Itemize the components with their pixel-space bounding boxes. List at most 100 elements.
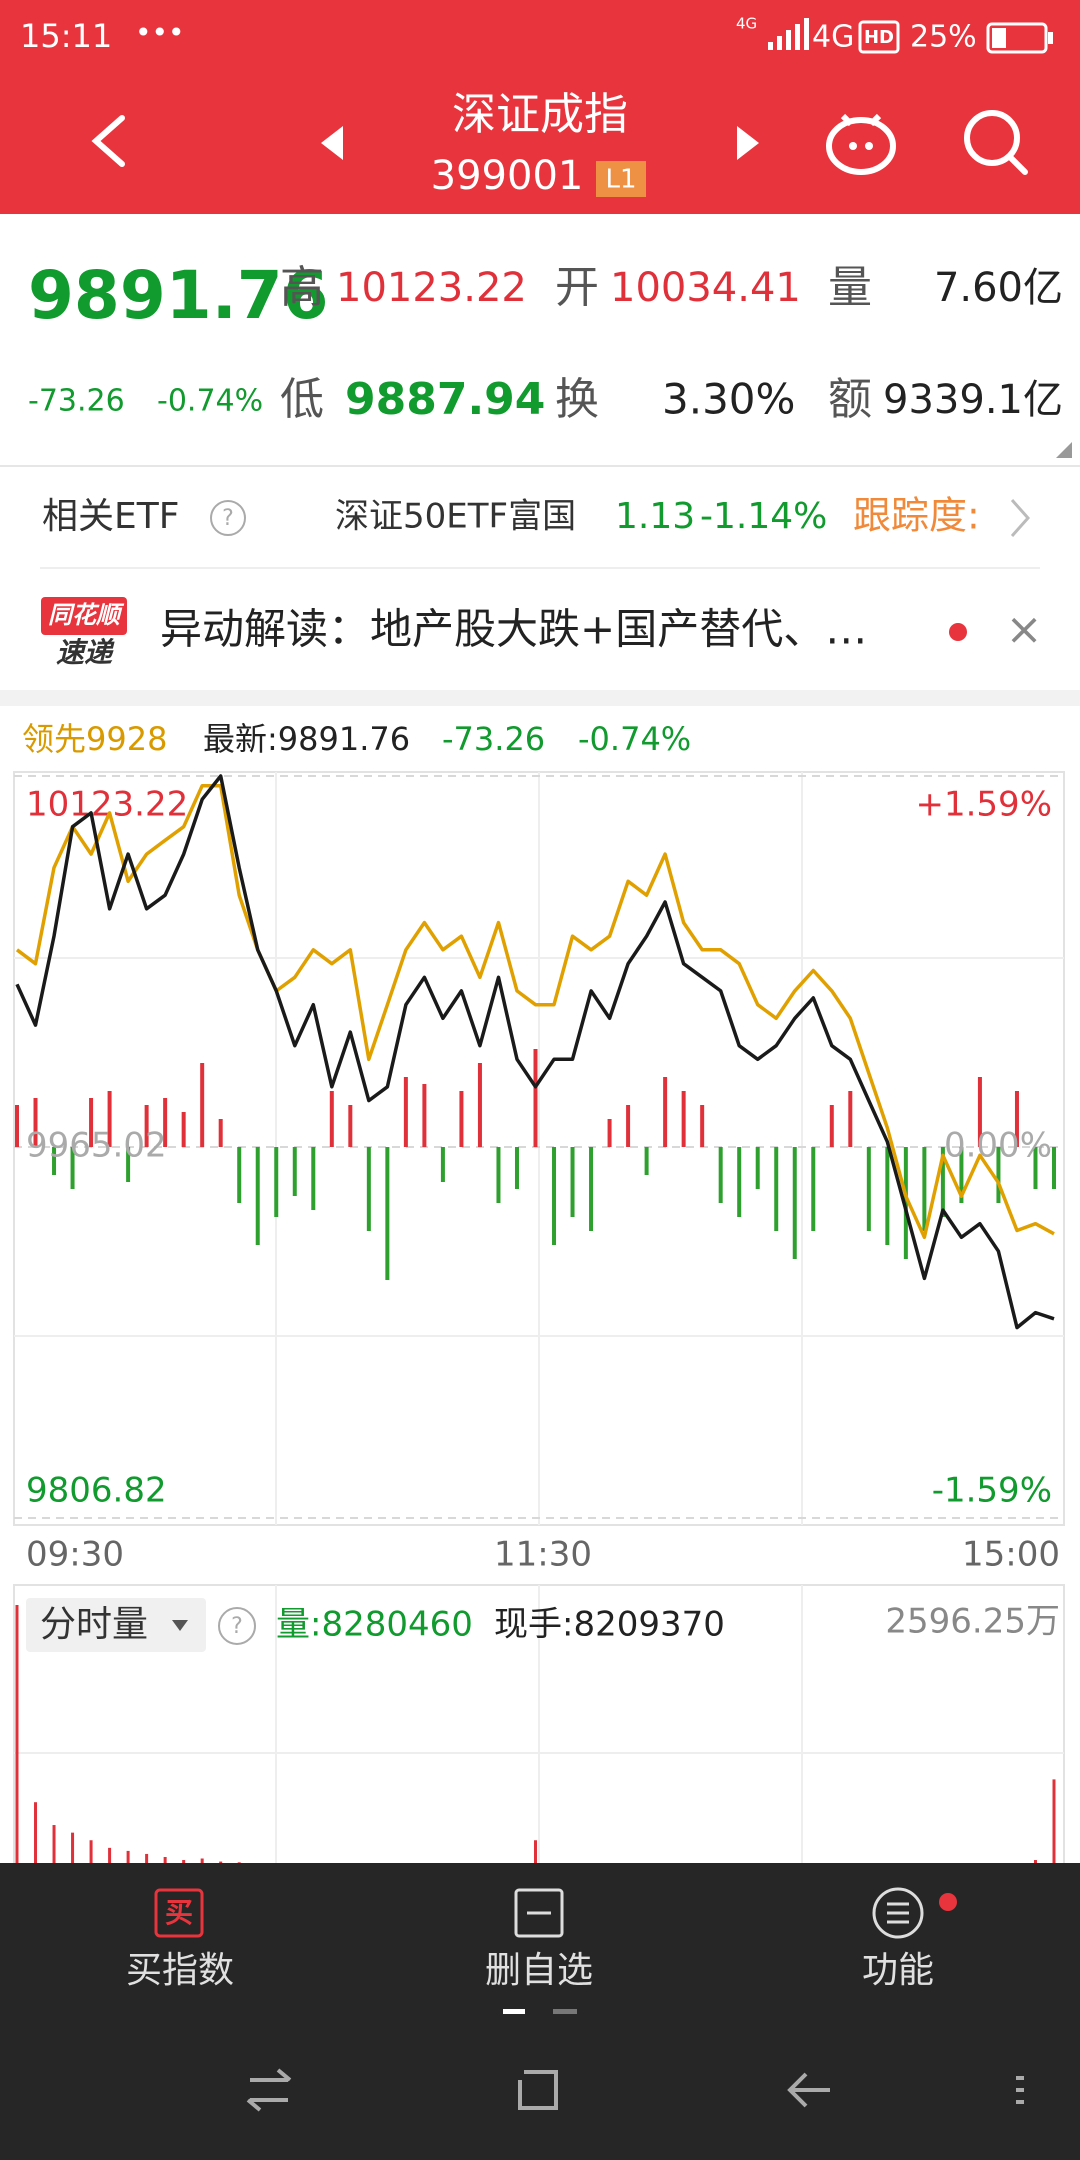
diff-bar (755, 1147, 760, 1189)
functions-icon[interactable] (872, 1887, 924, 1939)
legend-item: 领先9928 (22, 720, 167, 758)
news-close[interactable]: × (1006, 604, 1043, 655)
bottom-bar (0, 1863, 1080, 2160)
system-nav (246, 2068, 1024, 2112)
x-tick-label: 15:00 (962, 1535, 1060, 1575)
level-badge (596, 161, 646, 197)
diff-bar (459, 1091, 464, 1147)
low-label: 低 (280, 374, 324, 425)
diff-bar (366, 1147, 371, 1231)
diff-bar (89, 1098, 94, 1147)
robot-button[interactable] (826, 113, 896, 175)
price-line (15, 783, 1055, 1240)
diff-bar (52, 1147, 57, 1175)
x-tick-label: 09:30 (26, 1535, 124, 1575)
etf-help-icon[interactable] (210, 500, 246, 536)
change: -73.26 (28, 384, 125, 419)
volume-bar (1052, 1779, 1056, 1863)
nav-back[interactable] (787, 2072, 830, 2108)
diff-bar (1014, 1091, 1019, 1147)
volume-label: 量 (828, 262, 872, 313)
diff-bar (181, 1112, 186, 1147)
header-bg (0, 0, 1080, 214)
volume-bar (71, 1832, 75, 1863)
diff-bar (792, 1147, 797, 1259)
back-button[interactable] (91, 115, 125, 167)
legend-item: 最新:9891.76 (203, 720, 410, 758)
diff-bar (866, 1147, 871, 1231)
diff-bar (348, 1105, 353, 1147)
buy-button[interactable]: 买指数 (126, 1950, 234, 1991)
status-hd: HD (864, 27, 894, 48)
news-logo-top: 同花顺 (48, 601, 125, 629)
etf-change: -1.14% (700, 496, 827, 537)
price-line (15, 774, 1055, 1330)
search-button[interactable] (964, 110, 1028, 175)
diff-bar (126, 1147, 131, 1182)
volume-grid (14, 1585, 1064, 1863)
diff-bar (737, 1147, 742, 1217)
change-pct: -0.74% (157, 384, 263, 419)
functions-icon-lines (887, 1902, 909, 1924)
diff-bar (292, 1147, 297, 1196)
remove-icon[interactable] (514, 1888, 564, 1938)
functions-button[interactable]: 功能 (862, 1950, 934, 1991)
volume-bar (126, 1850, 130, 1863)
volume-help-icon[interactable] (218, 1607, 256, 1645)
news-dot (949, 623, 967, 641)
diff-bar (70, 1147, 75, 1189)
diff-bar (163, 1098, 168, 1147)
turnover-label: 换 (555, 374, 599, 425)
volume-value: 7.60亿 (934, 265, 1063, 311)
etf-chevron[interactable] (1010, 499, 1031, 537)
diff-bar (626, 1105, 631, 1147)
diff-bar (274, 1147, 279, 1217)
diff-bar (663, 1077, 668, 1147)
volume-hand: 现手:8209370 (494, 1605, 725, 1645)
news-text[interactable]: 异动解读：地产股大跌+国产替代、… (160, 605, 867, 654)
remove-button[interactable]: 删自选 (485, 1950, 593, 1991)
dropdown-arrow (172, 1620, 188, 1631)
buy-icon[interactable] (154, 1888, 204, 1938)
diff-bar (255, 1147, 260, 1245)
robot-eye (865, 142, 873, 150)
volume-bar (52, 1825, 56, 1863)
diff-bar (940, 1147, 945, 1217)
diff-bar (996, 1147, 1001, 1203)
diff-bar (237, 1147, 242, 1203)
y2-tick-label: -1.59% (932, 1471, 1052, 1511)
signal-icon (768, 18, 809, 50)
diff-bar (644, 1147, 649, 1175)
legend-item: -0.74% (578, 720, 691, 758)
next-button[interactable] (737, 126, 759, 160)
y2-tick-label: +1.59% (916, 785, 1053, 825)
y-tick-label: 9806.82 (26, 1471, 167, 1511)
diff-bar (607, 1119, 612, 1147)
level-text: L1 (605, 165, 636, 195)
volume-title: 分时量 (40, 1604, 148, 1645)
status-time: 15:11 (20, 17, 112, 55)
volume-bar (182, 1860, 186, 1863)
nav-home[interactable] (518, 2070, 558, 2110)
nav-switch[interactable] (246, 2068, 292, 2112)
etf-name[interactable]: 深证50ETF富国 (335, 497, 576, 537)
volume-chart (15, 1605, 1056, 1863)
diff-bar (440, 1147, 445, 1182)
nav-menu[interactable] (1016, 2076, 1024, 2104)
prev-button[interactable] (321, 126, 343, 160)
diff-bar (885, 1147, 890, 1245)
corner-mark (1056, 442, 1072, 458)
diff-bar (496, 1147, 501, 1203)
price-chart: 领先9928 最新:9891.76 -73.26 -0.74% 9806.82 9965.… (14, 720, 1064, 1519)
diff-bar (718, 1147, 723, 1203)
y2-tick-label: 0.00% (944, 1126, 1052, 1166)
volume-bar (34, 1802, 38, 1863)
diff-bar (329, 1091, 334, 1147)
y-tick-label: 2596.25万 (885, 1602, 1060, 1642)
volume-total: 量:8280460 (276, 1605, 473, 1645)
diff-bar (477, 1063, 482, 1147)
volume-selector[interactable] (26, 1598, 206, 1652)
open-value: 10034.41 (610, 265, 801, 311)
diff-bar (144, 1105, 149, 1147)
